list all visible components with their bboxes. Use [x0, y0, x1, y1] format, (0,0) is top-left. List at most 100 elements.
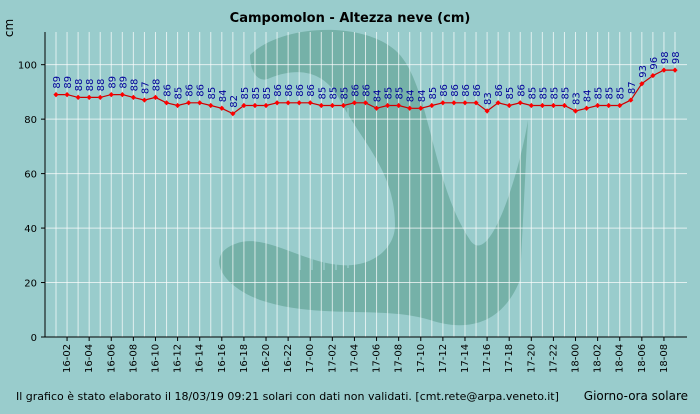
x-tick-label: 16-04 — [84, 344, 95, 373]
data-label: 85 — [395, 87, 406, 100]
data-point — [362, 100, 369, 106]
data-label: 85 — [251, 87, 262, 100]
chart-title: Campomolon - Altezza neve (cm) — [230, 11, 471, 26]
y-tick-label: 40 — [24, 224, 37, 235]
x-axis-label: Giorno-ora solare — [584, 389, 688, 403]
data-point — [628, 97, 634, 103]
data-label: 87 — [627, 81, 638, 94]
data-point — [517, 100, 523, 106]
data-point — [418, 105, 424, 111]
x-tick-label: 17-04 — [349, 344, 360, 373]
data-label: 86 — [461, 84, 472, 97]
data-point — [407, 105, 413, 111]
data-point — [274, 100, 280, 106]
data-label: 86 — [196, 84, 207, 97]
data-point — [429, 102, 435, 109]
data-label: 85 — [538, 87, 549, 100]
data-label: 85 — [240, 87, 251, 100]
data-label: 88 — [74, 79, 85, 92]
data-point — [672, 67, 678, 73]
x-tick-label: 18-00 — [571, 344, 582, 373]
data-label: 87 — [140, 81, 151, 94]
data-label: 85 — [616, 87, 627, 100]
x-tick-label: 18-02 — [593, 344, 604, 373]
data-label: 88 — [151, 79, 162, 92]
data-label: 86 — [439, 84, 450, 97]
data-point — [528, 102, 534, 109]
data-point — [572, 108, 579, 114]
data-point — [462, 100, 468, 106]
data-point — [152, 94, 159, 100]
x-tick-label: 16-06 — [106, 344, 117, 373]
data-label: 85 — [262, 87, 273, 100]
data-point — [241, 102, 247, 109]
x-tick-label: 16-22 — [283, 344, 294, 373]
x-tick-label: 17-06 — [372, 344, 383, 373]
data-point — [539, 102, 545, 109]
data-label: 85 — [560, 87, 571, 100]
x-tick-label: 18-06 — [637, 344, 648, 373]
data-point — [75, 94, 81, 100]
data-label: 93 — [638, 65, 649, 78]
x-tick-label: 17-16 — [482, 344, 493, 373]
data-point — [219, 105, 225, 111]
data-label: 98 — [660, 51, 671, 64]
x-tick-label: 16-14 — [195, 344, 206, 373]
data-point — [318, 102, 324, 109]
data-label: 86 — [450, 84, 461, 97]
data-point — [130, 94, 136, 100]
data-point — [141, 97, 148, 103]
data-label: 82 — [229, 95, 240, 108]
y-tick-label: 60 — [24, 170, 37, 181]
y-tick-label: 80 — [24, 115, 37, 126]
data-label: 89 — [107, 76, 118, 89]
x-tick-label: 16-20 — [261, 344, 272, 373]
series-snow-depth — [53, 67, 678, 117]
x-tick-label: 16-16 — [217, 344, 228, 373]
data-label: 86 — [472, 84, 483, 97]
data-point — [639, 81, 645, 87]
data-point — [208, 102, 214, 109]
axes — [41, 32, 687, 341]
x-tick-label: 17-18 — [504, 344, 515, 373]
data-point — [661, 67, 667, 73]
y-tick-label: 100 — [18, 61, 37, 72]
data-label: 98 — [671, 51, 682, 64]
data-point — [583, 105, 590, 111]
data-point — [119, 92, 125, 98]
data-point — [307, 100, 313, 106]
data-label: 86 — [350, 84, 361, 97]
data-label: 84 — [583, 90, 594, 103]
x-tick-label: 17-14 — [460, 344, 471, 373]
data-label: 85 — [428, 87, 439, 100]
data-label: 85 — [605, 87, 616, 100]
harp-watermark-logo — [219, 29, 528, 326]
x-tick-label: 17-10 — [416, 344, 427, 373]
data-point — [451, 100, 457, 106]
data-point — [550, 102, 557, 109]
data-point — [86, 94, 92, 100]
data-point — [285, 100, 291, 106]
data-label: 89 — [52, 76, 63, 89]
x-tick-label: 17-00 — [305, 344, 316, 373]
y-tick-labels: 0 20 40 60 80 100 — [18, 61, 37, 344]
data-label: 86 — [295, 84, 306, 97]
data-point — [484, 108, 490, 114]
x-tick-label: 17-02 — [327, 344, 338, 373]
data-point — [495, 100, 501, 106]
data-label: 86 — [273, 84, 284, 97]
data-point — [197, 100, 203, 106]
data-point — [252, 102, 258, 109]
data-label: 85 — [505, 87, 516, 100]
x-tick-label: 17-12 — [438, 344, 449, 373]
data-label: 88 — [96, 79, 107, 92]
data-point — [174, 102, 181, 109]
data-point — [506, 102, 512, 109]
data-point — [64, 92, 70, 98]
x-tick-label: 18-08 — [659, 344, 670, 373]
data-point — [606, 102, 612, 109]
y-axis-label: cm — [2, 19, 16, 37]
data-label: 96 — [649, 57, 660, 70]
